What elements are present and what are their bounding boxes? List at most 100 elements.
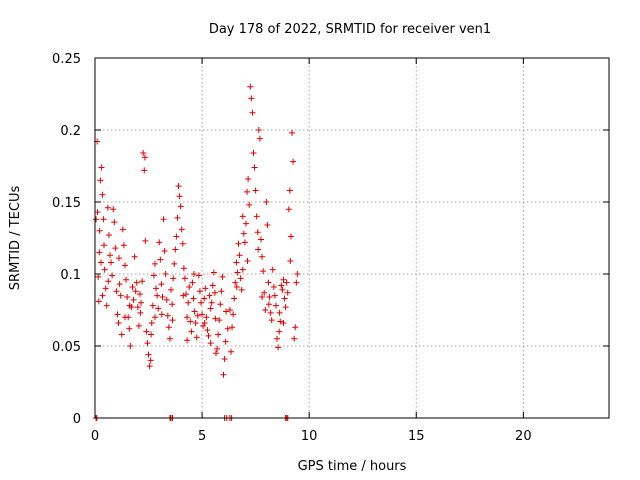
data-point	[240, 230, 247, 237]
data-point	[181, 275, 188, 282]
data-point	[286, 187, 293, 194]
x-tick-label: 15	[408, 429, 425, 444]
data-point	[259, 253, 266, 260]
data-point	[265, 301, 272, 308]
data-point	[277, 318, 284, 325]
data-point	[158, 281, 165, 288]
data-point	[254, 229, 261, 236]
data-point	[226, 307, 233, 313]
data-point	[100, 216, 107, 223]
data-point	[256, 135, 263, 142]
data-point	[271, 292, 278, 299]
data-point	[230, 311, 237, 318]
data-point	[220, 371, 227, 378]
data-point	[272, 302, 279, 309]
data-point	[216, 317, 223, 324]
data-point	[178, 226, 185, 233]
data-point	[108, 259, 115, 266]
data-point	[93, 216, 100, 223]
data-point	[169, 317, 176, 324]
data-point	[143, 328, 150, 335]
data-point	[281, 295, 288, 302]
data-point	[287, 233, 294, 240]
data-point	[163, 296, 170, 303]
data-point	[136, 291, 143, 298]
data-point	[179, 240, 186, 247]
data-point	[222, 338, 229, 345]
data-point	[224, 325, 231, 332]
data-point	[232, 279, 239, 286]
data-point	[208, 299, 215, 306]
data-point	[180, 265, 187, 272]
data-point	[196, 288, 203, 295]
data-point	[158, 311, 165, 318]
data-point	[138, 299, 145, 306]
data-point	[188, 328, 195, 335]
data-point	[190, 271, 197, 277]
data-point	[96, 249, 103, 256]
tick-label-layer: 0 5 10 15 20 0 0.05 0.1 0.15 0.2 0.25	[52, 52, 532, 444]
data-point	[176, 193, 183, 200]
data-point	[145, 351, 152, 358]
data-point	[282, 304, 289, 311]
data-point	[266, 294, 273, 301]
data-point	[139, 278, 146, 285]
data-point	[129, 283, 136, 290]
data-point	[180, 292, 187, 299]
data-point	[184, 314, 191, 321]
grid-layer	[95, 58, 609, 418]
data-point	[279, 286, 286, 293]
data-point	[99, 292, 106, 299]
data-point	[134, 304, 141, 311]
data-point	[160, 216, 167, 223]
data-point	[276, 309, 283, 316]
data-point	[115, 255, 122, 262]
data-point	[169, 301, 176, 308]
data-point	[141, 154, 148, 161]
y-tick-label: 0.1	[60, 268, 81, 283]
data-point	[244, 188, 251, 195]
data-point	[253, 213, 260, 220]
y-tick-label: 0.25	[52, 52, 81, 67]
data-point	[212, 315, 219, 322]
data-point	[103, 302, 110, 309]
data-point	[241, 239, 248, 246]
data-point	[177, 203, 184, 210]
data-point	[126, 325, 133, 332]
data-point	[215, 331, 222, 338]
data-point	[157, 256, 164, 263]
data-point	[121, 262, 128, 269]
data-point	[109, 272, 116, 279]
data-point	[202, 285, 209, 292]
data-point	[186, 283, 193, 290]
data-point	[229, 324, 236, 331]
data-point	[291, 335, 298, 342]
data-point	[146, 363, 153, 370]
data-point	[123, 276, 130, 283]
tick-layer	[94, 57, 609, 419]
data-point	[270, 283, 277, 290]
data-point	[166, 335, 173, 342]
data-point	[174, 214, 181, 221]
plot-frame	[94, 57, 610, 419]
data-point	[265, 279, 272, 286]
data-point	[140, 150, 147, 157]
data-point	[95, 298, 102, 305]
data-point	[289, 129, 296, 136]
data-point	[115, 319, 122, 326]
data-point	[267, 309, 274, 316]
data-point	[171, 260, 178, 267]
data-point	[104, 204, 111, 211]
data-point	[94, 209, 101, 216]
y-axis-label: SRMTID / TECUs	[8, 186, 23, 291]
data-point	[118, 331, 125, 338]
data-point	[257, 236, 264, 243]
data-point	[141, 167, 148, 174]
data-point	[206, 292, 213, 299]
data-point	[198, 299, 205, 306]
data-point	[213, 350, 220, 357]
y-tick-label: 0.2	[60, 124, 81, 139]
data-point	[292, 324, 299, 331]
